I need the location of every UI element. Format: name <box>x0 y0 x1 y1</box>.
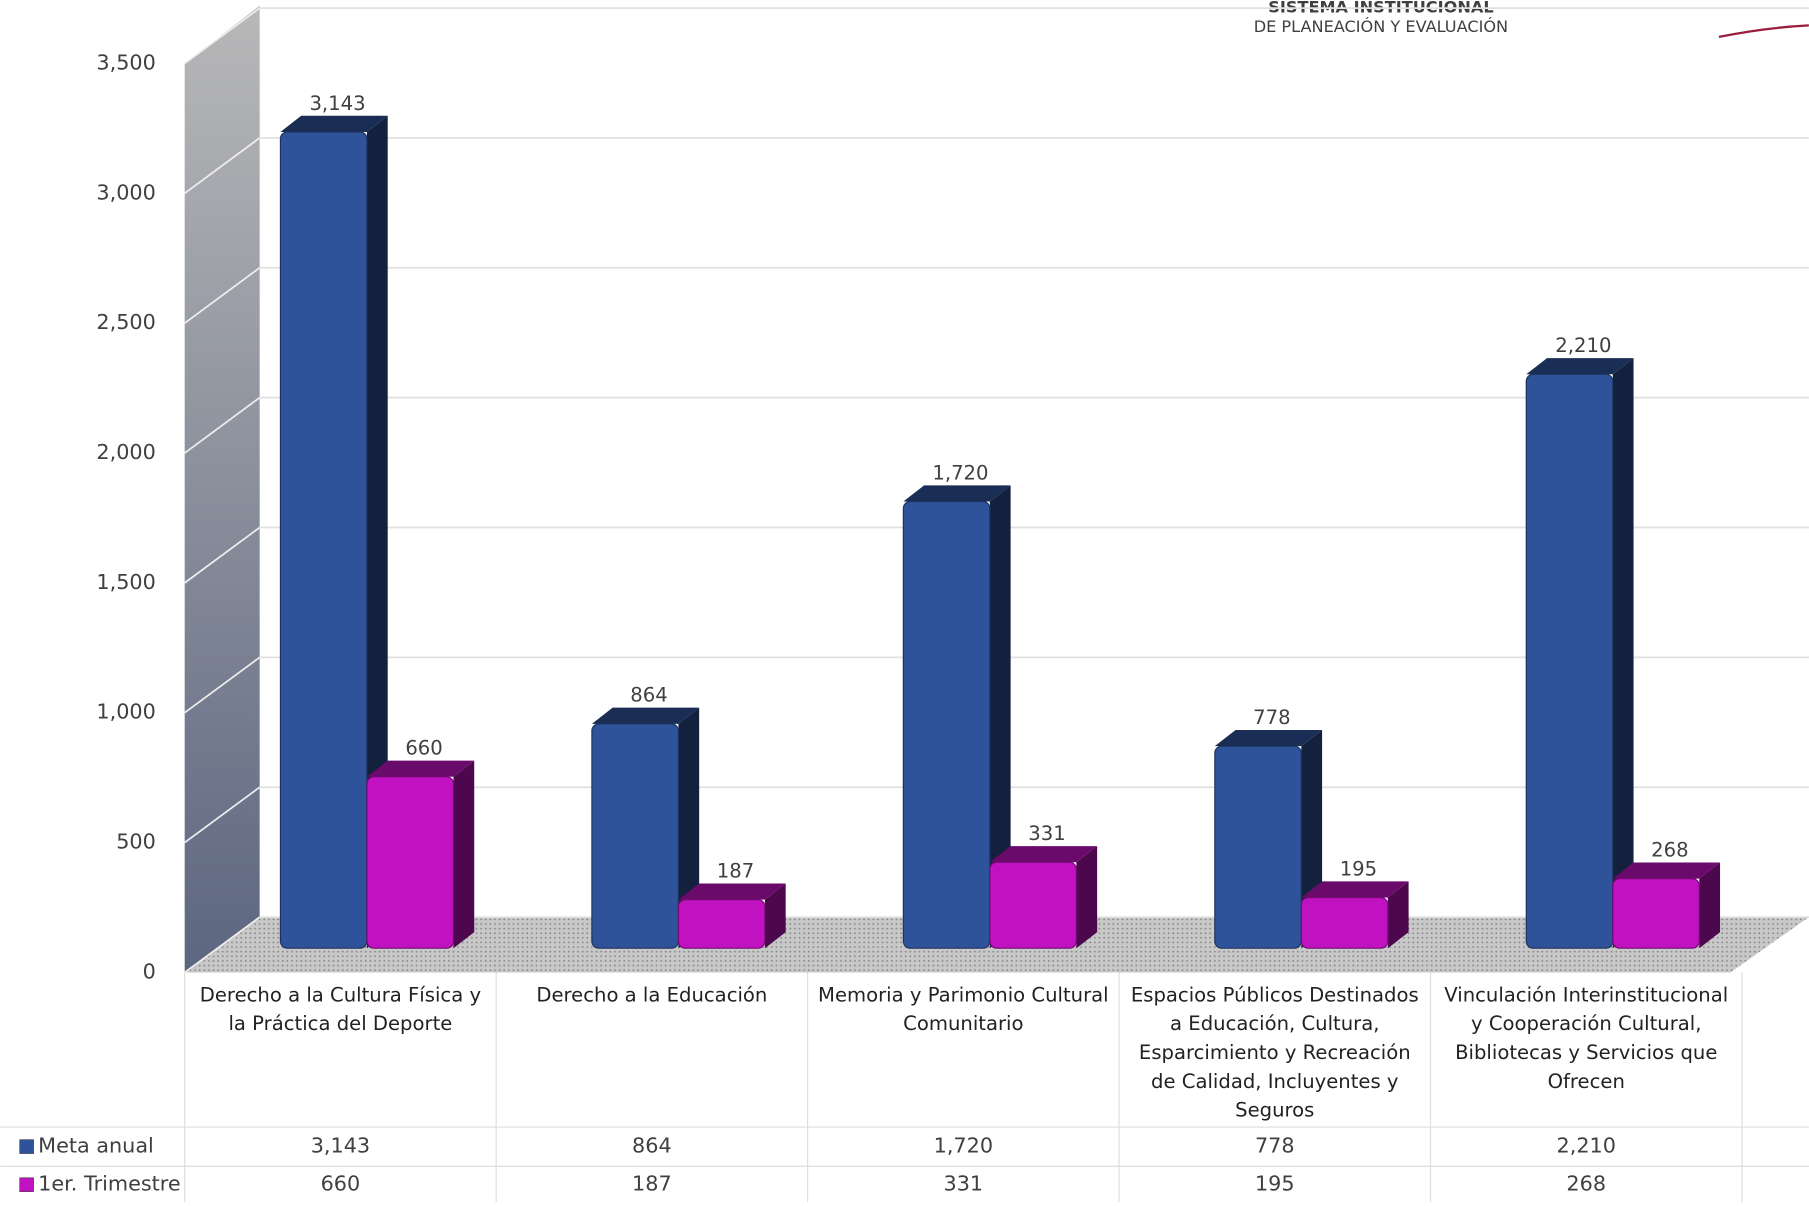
legend-label: Meta anual <box>38 1134 154 1158</box>
wall-grid-line <box>184 786 261 844</box>
legend-swatch <box>19 1177 34 1192</box>
data-label: 268 <box>1651 838 1688 861</box>
wall-grid-line <box>184 656 261 714</box>
bar-top <box>989 846 1098 863</box>
bar <box>1612 878 1700 949</box>
x-tick-label-box: Derecho a la Educación <box>536 983 768 1008</box>
table-cell: 778 <box>1255 1134 1295 1158</box>
table-cell: 864 <box>632 1134 672 1158</box>
table-cell: 331 <box>944 1172 984 1196</box>
bar-side <box>764 883 786 949</box>
x-tick-label-box: Vinculación Interinstitucional y Coopera… <box>1444 983 1729 1094</box>
bar-side <box>1387 881 1409 949</box>
data-label: 2,210 <box>1555 334 1611 357</box>
wall-grid-line <box>184 396 261 454</box>
x-tick-label: Derecho a la Cultura Física y la Práctic… <box>199 983 482 1036</box>
bar <box>279 131 368 949</box>
bar-side <box>989 485 1011 949</box>
table-cell: 2,210 <box>1557 1134 1616 1158</box>
data-label: 660 <box>405 737 442 760</box>
x-tick-label: Vinculación Interinstitucional y Coopera… <box>1444 983 1729 1094</box>
bar <box>1525 373 1614 949</box>
table-cell: 3,143 <box>311 1134 370 1158</box>
bar-top <box>903 485 1011 502</box>
y-tick-label: 1,500 <box>96 570 155 594</box>
legend-label: 1er. Trimestre <box>38 1172 180 1196</box>
bar-side <box>366 115 388 949</box>
bar <box>1214 745 1302 949</box>
data-label: 195 <box>1340 857 1377 880</box>
x-tick-label-box: Memoria y Parimonio Cultural Comunitario <box>818 983 1109 1036</box>
wall-grid-line <box>184 267 261 324</box>
wall-grid-line <box>184 916 261 974</box>
wall-grid-line <box>184 526 261 584</box>
bar <box>1300 896 1389 949</box>
y-tick-label: 0 <box>143 959 156 983</box>
data-label: 331 <box>1028 822 1065 845</box>
wall-grid-line <box>184 137 261 194</box>
bar-top <box>1612 862 1721 879</box>
y-tick-label: 2,000 <box>96 440 155 464</box>
bar-side <box>1699 862 1721 949</box>
x-tick-label: Derecho a la Educación <box>536 983 768 1008</box>
bar <box>677 899 766 949</box>
bar <box>591 723 679 949</box>
bar <box>366 776 455 949</box>
data-label: 778 <box>1253 706 1290 729</box>
bar-top <box>280 115 388 132</box>
bar-top <box>1526 358 1634 375</box>
bar <box>902 500 991 949</box>
bar-top <box>1301 881 1409 898</box>
bar-top <box>678 883 786 900</box>
bar-top <box>366 760 475 777</box>
header-line: DE PLANEACIÓN Y EVALUACIÓN <box>1254 17 1508 36</box>
table-cell: 1,720 <box>934 1134 993 1158</box>
logo-stroke <box>1718 24 1809 39</box>
side-wall <box>184 5 260 973</box>
data-label: 864 <box>630 684 667 707</box>
bar-top <box>591 707 700 724</box>
bar-side <box>453 760 475 949</box>
x-tick-label-box: Derecho a la Cultura Física y la Práctic… <box>199 983 482 1036</box>
bar-top <box>1214 730 1323 747</box>
table-cell: 187 <box>632 1172 672 1196</box>
data-label: 187 <box>717 859 754 882</box>
bar-side <box>1076 846 1098 949</box>
table-cell: 268 <box>1566 1172 1606 1196</box>
y-tick-label: 1,000 <box>96 700 155 724</box>
bar-side <box>1612 358 1634 949</box>
x-tick-label: Espacios Públicos Destinados a Educación… <box>1130 983 1419 1123</box>
y-tick-label: 2,500 <box>96 310 155 334</box>
x-tick-label-box: Espacios Públicos Destinados a Educación… <box>1130 983 1419 1123</box>
data-label: 3,143 <box>309 92 365 115</box>
y-tick-label: 500 <box>116 830 156 854</box>
data-label: 1,720 <box>932 461 988 484</box>
y-tick-label: 3,000 <box>96 180 155 204</box>
x-tick-label: Memoria y Parimonio Cultural Comunitario <box>818 983 1109 1036</box>
y-tick-label: 3,500 <box>96 50 155 74</box>
table-cell: 195 <box>1255 1172 1295 1196</box>
table-cell: 660 <box>321 1172 361 1196</box>
legend-swatch <box>19 1139 34 1154</box>
bar <box>989 861 1077 949</box>
wall-grid-line <box>184 7 261 65</box>
